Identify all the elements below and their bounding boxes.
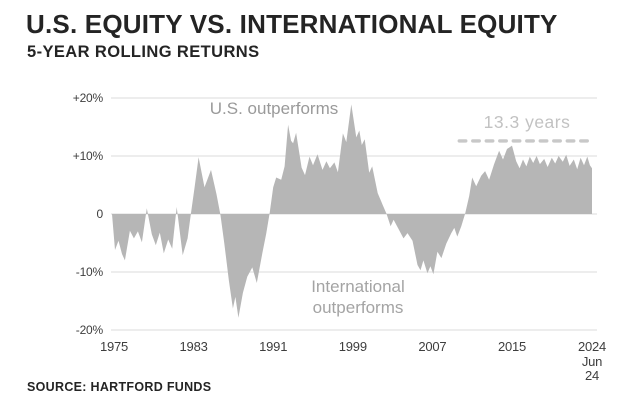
x-tick-label: 1999	[338, 339, 367, 354]
y-tick-label: +10%	[72, 149, 103, 163]
x-tick-label: 1983	[179, 339, 208, 354]
international-outperforms-label: International outperforms	[311, 277, 405, 317]
chart-subtitle: 5-YEAR ROLLING RETURNS	[27, 43, 260, 61]
us-outperforms-label: U.S. outperforms	[209, 99, 339, 118]
source-text: SOURCE: HARTFORD FUNDS	[27, 380, 212, 394]
x-tick-sublabel: Jun 24	[581, 354, 603, 383]
x-tick-label: 2024 Jun 24	[577, 339, 607, 383]
page-title: U.S. EQUITY VS. INTERNATIONAL EQUITY	[26, 9, 558, 39]
x-tick-label: 1975	[99, 339, 129, 354]
y-tick-label: -10%	[75, 265, 103, 279]
duration-annotation-label: 13.3 years	[483, 112, 571, 132]
y-tick-label: -20%	[75, 323, 103, 337]
x-tick-label: 2015	[497, 339, 527, 354]
y-tick-label: 0	[96, 207, 104, 221]
y-tick-label: +20%	[72, 91, 103, 105]
x-tick-label: 2007	[418, 339, 447, 354]
x-tick-label: 1991	[259, 339, 288, 354]
return-differential-area	[112, 104, 592, 318]
